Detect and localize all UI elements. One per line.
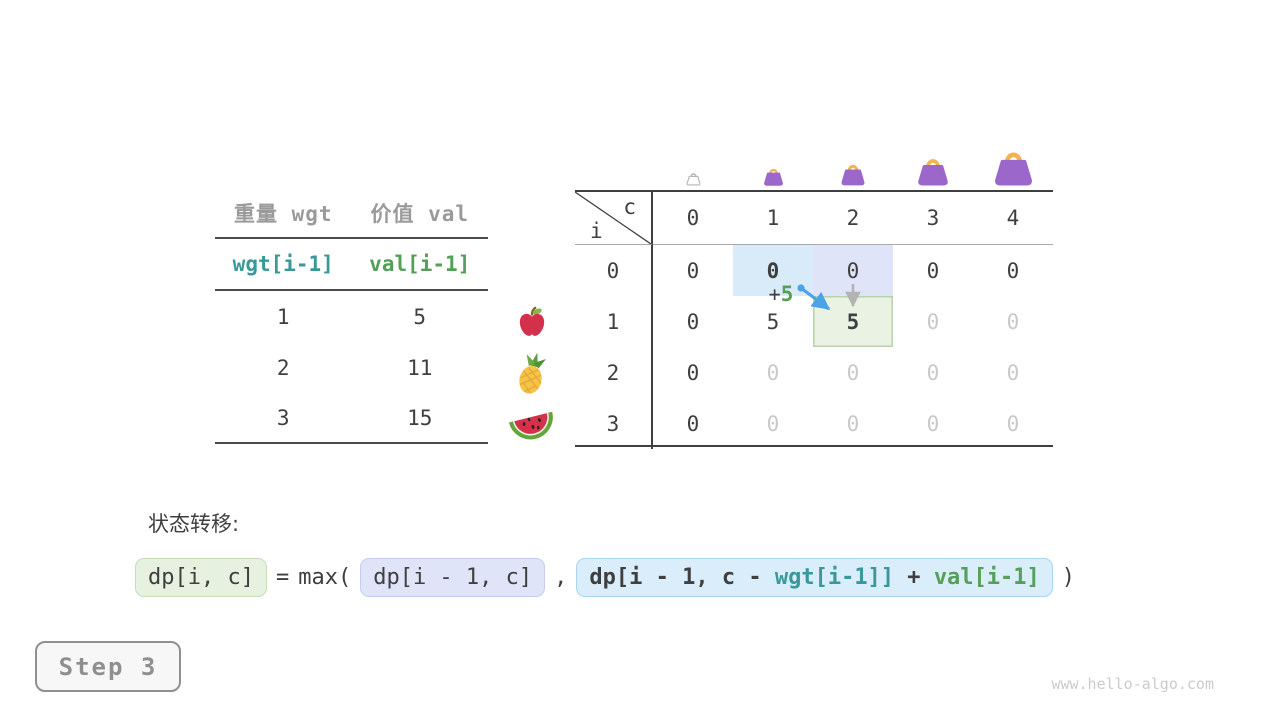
- take-expr-dp: dp[i - 1, c -: [589, 565, 775, 590]
- dp-row-label-2: 2: [575, 347, 653, 398]
- row-variable-label: i: [590, 219, 603, 243]
- item-icons: [506, 296, 558, 452]
- col-variable-label: c: [623, 195, 636, 219]
- watermelon-icon: [506, 400, 558, 452]
- item-1-weight: 1: [276, 304, 290, 329]
- dp-cell-r3c0: 0: [686, 411, 700, 436]
- dp-row-label-3: 3: [575, 398, 653, 449]
- dp-corner-cell: c i: [575, 192, 653, 245]
- take-expr-plus: +: [894, 565, 934, 590]
- handbag-icon: [813, 136, 893, 186]
- dp-cell-r2c0: 0: [686, 360, 700, 385]
- dp-cell-r1c3: 0: [926, 309, 940, 334]
- val-subheader: val[i-1]: [369, 252, 471, 276]
- dp-cell-r0c0: 0: [686, 258, 700, 283]
- dp-cell-r3c2: 0: [846, 411, 860, 436]
- item-row-2: 2 11: [215, 342, 488, 393]
- comma: ,: [554, 565, 568, 590]
- apple-icon: [506, 296, 558, 348]
- close-paren: ): [1061, 565, 1076, 590]
- dp-cell-r3c1: 0: [766, 411, 780, 436]
- item-row-3: 3 15: [215, 393, 488, 444]
- dp-cell-r2c2: 0: [846, 360, 860, 385]
- dp-col-header-3: 3: [893, 192, 973, 245]
- value-column-header: 价值 val: [370, 201, 470, 226]
- dp-cell-r1c0: 0: [686, 309, 700, 334]
- dp-cell-r3c4: 0: [1006, 411, 1020, 436]
- dp-cell-r2c1: 0: [766, 360, 780, 385]
- item-row-1: 1 5: [215, 291, 488, 342]
- wgt-subheader: wgt[i-1]: [232, 252, 334, 276]
- item-3-value: 15: [407, 405, 433, 430]
- dp-cell-r1c2: 5: [813, 296, 893, 347]
- step-badge: Step 3: [35, 641, 181, 692]
- dp-cell-r2c4: 0: [1006, 360, 1020, 385]
- dp-cell-r1c4: 0: [1006, 309, 1020, 334]
- dp-col-header-0: 0: [653, 192, 733, 245]
- state-transition-formula: dp[i, c] = max( dp[i - 1, c] , dp[i - 1,…: [135, 558, 1075, 597]
- handbag-icon: [733, 136, 813, 186]
- pineapple-icon: [506, 348, 558, 400]
- items-table: 重量 wgt 价值 val wgt[i-1] val[i-1] 1 5 2 11…: [215, 188, 488, 444]
- dp-col-header-4: 4: [973, 192, 1053, 245]
- item-1-value: 5: [413, 304, 427, 329]
- handbag-icon: [893, 136, 973, 186]
- capacity-bags: [653, 136, 1053, 186]
- item-2-weight: 2: [276, 355, 290, 380]
- watermark: www.hello-algo.com: [1051, 675, 1214, 693]
- dp-row-label-0: 0: [575, 245, 653, 296]
- formula-lhs-pill: dp[i, c]: [135, 558, 267, 597]
- items-table-subheader: wgt[i-1] val[i-1]: [215, 239, 488, 291]
- empty-bag-icon: [653, 136, 733, 186]
- dp-cell-r0c2: 0: [813, 245, 893, 296]
- dp-row-label-1: 1: [575, 296, 653, 347]
- formula-take-pill: dp[i - 1, c - wgt[i-1]] + val[i-1]: [576, 558, 1053, 597]
- dp-cell-r2c3: 0: [926, 360, 940, 385]
- equals-sign: =: [275, 565, 290, 590]
- state-transition-label: 状态转移:: [148, 512, 240, 536]
- formula-skip-pill: dp[i - 1, c]: [360, 558, 546, 597]
- dp-cell-r1c1: 5: [766, 309, 780, 334]
- items-table-header: 重量 wgt 价值 val: [215, 188, 488, 239]
- item-3-weight: 3: [276, 405, 290, 430]
- dp-cell-r0c4: 0: [1006, 258, 1020, 283]
- dp-col-header-2: 2: [813, 192, 893, 245]
- item-2-value: 11: [407, 355, 433, 380]
- max-open: max(: [298, 565, 352, 590]
- dp-cell-r0c3: 0: [926, 258, 940, 283]
- weight-column-header: 重量 wgt: [233, 201, 333, 226]
- handbag-icon: [973, 136, 1053, 186]
- dp-col-header-1: 1: [733, 192, 813, 245]
- take-expr-val: val[i-1]: [933, 565, 1040, 590]
- dp-table: c i 0 1 2 3 4 0 0 0 0 0 0 1 0 5 5 0 0 2 …: [575, 190, 1053, 449]
- dp-cell-r3c3: 0: [926, 411, 940, 436]
- dp-cell-r0c1: 0: [733, 245, 813, 296]
- take-expr-wgt: wgt[i-1]]: [774, 565, 895, 590]
